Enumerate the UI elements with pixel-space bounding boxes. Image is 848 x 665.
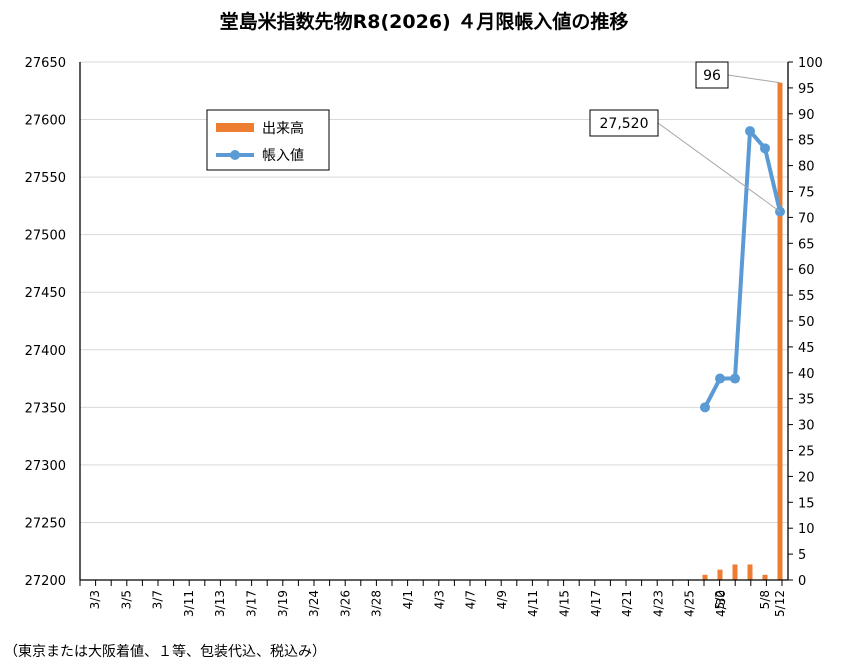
right-tick-label: 15 [798, 496, 815, 511]
x-tick-label: 3/5 [119, 590, 133, 609]
x-tick-label: 3/11 [182, 590, 196, 617]
right-tick-label: 5 [798, 548, 806, 563]
x-tick-label: 5/12 [773, 590, 787, 617]
right-tick-label: 35 [798, 393, 815, 408]
left-tick-label: 27500 [25, 229, 66, 244]
left-tick-label: 27350 [25, 401, 66, 416]
right-axis-ticks: 0 5 10 15 20 25 30 35 40 45 50 55 60 65 70 75 80 85 90 95 10… [798, 56, 823, 589]
x-tick-label: 4/21 [620, 590, 634, 617]
right-tick-label: 40 [798, 367, 815, 382]
x-axis-ticks: 3/3 3/5 3/7 3/11 3/13 3/17 3/19 3/24 3/26 3/28 4/1… [88, 590, 787, 617]
right-tick-label: 25 [798, 445, 815, 460]
bar-5/12 [777, 82, 783, 580]
left-tick-label: 27600 [25, 114, 66, 129]
right-tick-label: 30 [798, 419, 815, 434]
line-point-5/2 [715, 373, 725, 384]
bar-series [702, 82, 783, 580]
bar-5/1 [702, 574, 708, 580]
legend-label-price: 帳入値 [262, 148, 304, 164]
right-tick-label: 75 [798, 186, 815, 201]
chart-title: 堂島米指数先物R8(2026) ４月限帳入値の推移 [220, 10, 629, 33]
callouts: 96 27,520 [589, 61, 781, 213]
right-tick-label: 100 [798, 56, 823, 71]
left-tick-label: 27650 [25, 56, 66, 71]
line-series [700, 126, 785, 413]
right-tick-label: 80 [798, 160, 815, 175]
right-tick-label: 90 [798, 108, 815, 123]
legend-label-volume: 出来高 [262, 120, 304, 137]
x-tick-label: 3/19 [276, 590, 290, 617]
callout-label-price: 27,520 [600, 116, 649, 132]
right-tick-label: 85 [798, 134, 815, 149]
x-tick-label: 4/9 [495, 590, 509, 609]
x-tick-label: 4/3 [432, 590, 446, 609]
axes [79, 61, 793, 586]
x-tick-label: 5/2 [713, 590, 727, 609]
x-tick-label: 3/7 [151, 590, 165, 609]
left-tick-label: 27550 [25, 171, 66, 186]
left-tick-label: 27450 [25, 286, 66, 301]
line-point-5/1 [700, 402, 710, 413]
bar-5/2 [717, 569, 723, 580]
right-tick-label: 70 [798, 211, 815, 226]
x-tick-label: 4/30 [714, 590, 728, 617]
x-tick-label: 3/13 [213, 590, 227, 617]
left-tick-label: 27200 [25, 574, 66, 589]
right-tick-label: 10 [798, 522, 815, 537]
x-tick-label: 4/17 [589, 590, 603, 617]
x-tick-label: 4/25 [683, 590, 697, 617]
left-tick-label: 27300 [25, 459, 66, 474]
x-tick-label: 3/26 [338, 590, 352, 617]
legend-box [206, 109, 330, 171]
right-tick-label: 45 [798, 341, 815, 356]
right-tick-label: 55 [798, 289, 815, 304]
x-tick-label: 5/8 [758, 590, 772, 609]
callout-box-volume [695, 61, 729, 89]
bar-5/7 [747, 564, 753, 580]
left-tick-label: 27250 [25, 516, 66, 531]
left-tick-label: 27400 [25, 344, 66, 359]
right-tick-label: 65 [798, 237, 815, 252]
right-tick-label: 0 [798, 574, 806, 589]
x-tick-label: 4/7 [464, 590, 478, 609]
callout-leader-volume [727, 74, 781, 84]
line-path [703, 129, 782, 409]
right-tick-label: 60 [798, 263, 815, 278]
x-tick-label: 3/17 [245, 590, 259, 617]
x-tick-label: 3/3 [88, 590, 102, 609]
gridlines [80, 61, 788, 523]
x-tick-label: 4/23 [651, 590, 665, 617]
x-tick-label: 4/15 [558, 590, 572, 617]
right-tick-label: 50 [798, 315, 815, 330]
right-tick-label: 20 [798, 470, 815, 485]
line-point-5/7 [745, 126, 755, 137]
line-point-5/8 [760, 143, 770, 154]
x-tick-label: 4/1 [401, 590, 415, 609]
callout-label-volume: 96 [703, 68, 721, 84]
legend-swatch-volume [216, 123, 254, 132]
callout-box-price [589, 109, 659, 137]
x-tick-label: 3/28 [370, 590, 384, 617]
bar-5/8 [762, 574, 768, 580]
left-axis-ticks: 27200 27250 27300 27350 27400 27450 27500 27550… [25, 56, 66, 589]
line-point-5/6 [730, 373, 740, 384]
x-tick-label: 4/11 [526, 590, 540, 617]
right-tick-label: 95 [798, 82, 815, 97]
legend-swatch-marker [230, 150, 240, 160]
footnote: （東京または大阪着値、１等、包装代込、税込み） [4, 643, 326, 660]
x-tick-label: 3/24 [307, 590, 321, 617]
callout-leader-price [657, 122, 781, 213]
bar-5/6 [732, 564, 738, 580]
